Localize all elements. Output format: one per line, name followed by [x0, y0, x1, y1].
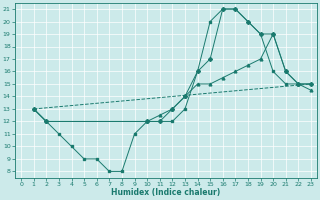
X-axis label: Humidex (Indice chaleur): Humidex (Indice chaleur) [111, 188, 221, 197]
